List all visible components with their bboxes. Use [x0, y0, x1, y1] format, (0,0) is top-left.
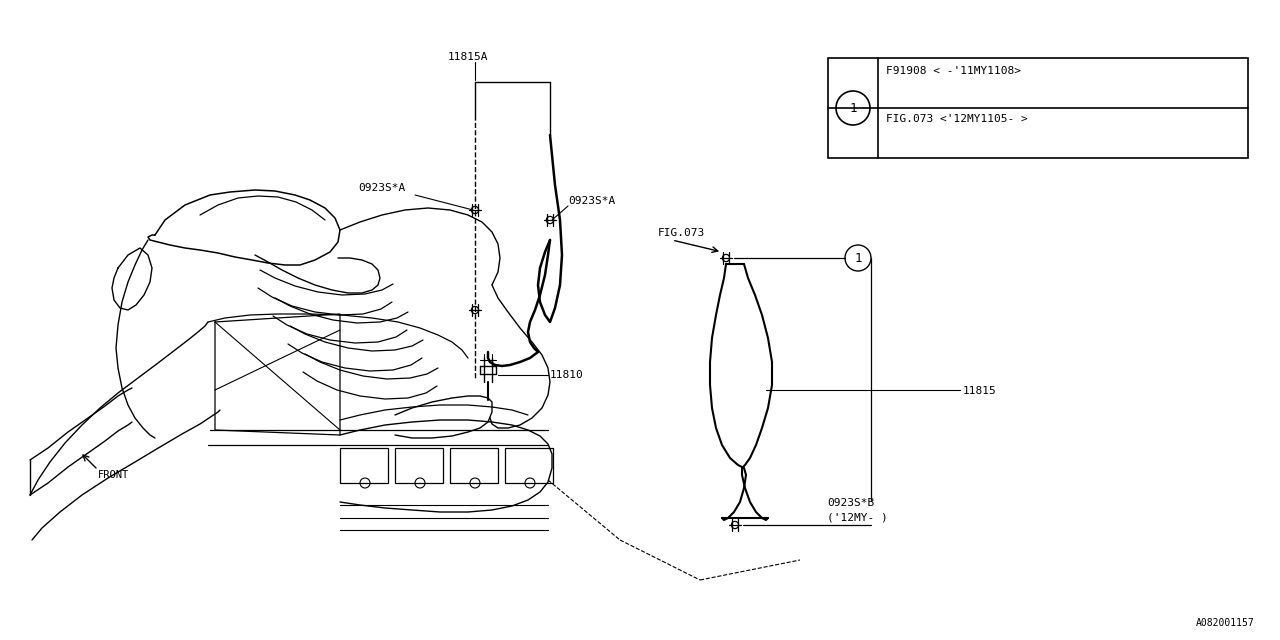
Text: 11815A: 11815A	[448, 52, 489, 62]
Text: FIG.073 <'12MY1105- >: FIG.073 <'12MY1105- >	[886, 114, 1028, 124]
Text: 11810: 11810	[550, 370, 584, 380]
Bar	[396, 448, 443, 483]
Text: 0923S*A: 0923S*A	[358, 183, 406, 193]
Text: A082001157: A082001157	[1197, 618, 1254, 628]
Text: FRONT: FRONT	[99, 470, 129, 480]
Bar	[340, 448, 388, 483]
Text: 0923S*B: 0923S*B	[827, 498, 874, 508]
Text: 0923S*A: 0923S*A	[568, 196, 616, 206]
Text: 1: 1	[854, 252, 861, 264]
Text: ('12MY- ): ('12MY- )	[827, 513, 888, 523]
Bar	[506, 448, 553, 483]
Text: FIG.073: FIG.073	[658, 228, 705, 238]
Text: 11815: 11815	[963, 386, 997, 396]
Text: 1: 1	[849, 102, 856, 115]
Text: F91908 < -'11MY1108>: F91908 < -'11MY1108>	[886, 66, 1021, 76]
Bar	[828, 58, 1248, 158]
Bar	[451, 448, 498, 483]
